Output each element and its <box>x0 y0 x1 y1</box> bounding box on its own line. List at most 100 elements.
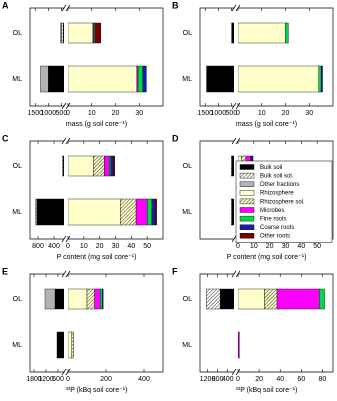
panel-label: A <box>2 0 9 10</box>
x2-tick-label: 1000 <box>41 110 57 117</box>
bar-hatch <box>206 289 221 309</box>
panel: C OL ML 800 400 0 10 20 30 40 50 P content (mg soil… <box>2 133 164 261</box>
right-bars <box>68 288 104 359</box>
x-tick-label: 30 <box>112 243 120 250</box>
bar-hatch <box>35 199 37 225</box>
legend-swatch <box>239 190 255 196</box>
legend-swatch <box>239 224 255 230</box>
bar-segment <box>238 331 240 359</box>
x2-tick-label: 1000 <box>211 110 227 117</box>
x-tick-label: 10 <box>250 243 258 250</box>
bar-segment <box>68 65 138 93</box>
legend-label: Other fractions <box>260 182 299 188</box>
x2-tick-label: 500 <box>226 110 238 117</box>
bar-hatch <box>62 156 64 176</box>
bar-hatch <box>87 289 95 309</box>
bar-hatch <box>61 23 64 43</box>
left-bars <box>206 22 234 93</box>
bar-segment <box>238 65 319 93</box>
x-tick-label: 20 <box>282 110 290 117</box>
legend-label: Rhizosphere sol. <box>260 199 305 205</box>
x-tick-label: 10 <box>258 110 266 117</box>
category-label: OL <box>13 163 22 170</box>
bar-segment <box>44 288 56 310</box>
x2-tick-label: 400 <box>48 243 60 250</box>
bar-segment <box>60 22 62 44</box>
x2-tick-label: 1800 <box>26 376 42 383</box>
bar-segment <box>206 65 234 93</box>
legend-hatch <box>240 198 254 204</box>
category-label: ML <box>182 342 192 349</box>
bar-segment <box>94 22 101 44</box>
right-bars <box>238 22 323 93</box>
x-axis-label: P content (mg soil core⁻¹) <box>227 254 307 261</box>
x-tick-label: 0 <box>66 110 70 117</box>
legend-label: Fine roots <box>260 216 287 222</box>
category-label: ML <box>12 342 22 349</box>
legend-label: Bulk soil sol. <box>260 173 294 179</box>
bar-segment <box>142 65 147 93</box>
legend-label: Other roots <box>260 234 290 240</box>
category-label: OL <box>183 30 192 37</box>
x2-tick-label: 1200 <box>38 376 54 383</box>
legend-swatch <box>239 164 255 170</box>
x2-tick-label: 800 <box>212 376 224 383</box>
panel-label: D <box>172 133 179 143</box>
category-label: ML <box>12 209 22 216</box>
bar-segment <box>36 198 64 226</box>
x-tick-label: 200 <box>100 376 112 383</box>
right-bars <box>238 288 325 359</box>
left-bars <box>230 155 234 226</box>
x-tick-label: 40 <box>297 243 305 250</box>
bar-hatch <box>93 156 105 176</box>
bar-segment <box>276 288 320 310</box>
bar-hatch <box>231 199 232 225</box>
x2-tick-label: 400 <box>222 376 234 383</box>
bar-segment <box>146 198 153 226</box>
axis-frame <box>199 273 334 373</box>
bar-segment <box>104 155 110 177</box>
legend-label: Rhizosphere <box>260 191 294 197</box>
bar-segment <box>101 288 104 310</box>
legend-swatch <box>239 207 255 213</box>
x-axis-label: mass (g soil core⁻¹) <box>236 121 297 128</box>
bar-segment <box>238 288 265 310</box>
x-tick-label: 50 <box>313 243 321 250</box>
bar-hatch <box>264 289 278 309</box>
panel: D OL ML 0 10 20 30 40 50 P content (mg soil core⁻… <box>172 133 334 261</box>
x-tick-label: 20 <box>255 376 263 383</box>
left-bars <box>35 155 64 226</box>
bar-segment <box>238 22 286 44</box>
bar-segment <box>154 198 157 226</box>
category-label: OL <box>183 296 192 303</box>
x-tick-label: 60 <box>297 376 305 383</box>
x-tick-label: 80 <box>319 376 327 383</box>
bar-hatch <box>120 199 137 225</box>
x-tick-label: 50 <box>143 243 151 250</box>
bar-segment <box>68 155 94 177</box>
legend-label: Bulk soil <box>260 165 282 171</box>
x-tick-label: 10 <box>80 243 88 250</box>
bar-segment <box>318 65 322 93</box>
x-tick-label: 30 <box>305 110 313 117</box>
left-bars <box>44 288 64 359</box>
x-tick-label: 0 <box>236 110 240 117</box>
x-tick-label: 20 <box>96 243 104 250</box>
category-label: ML <box>182 209 192 216</box>
bar-segment <box>56 331 64 359</box>
bar-segment <box>285 22 289 44</box>
bar-segment <box>135 198 148 226</box>
legend-hatch <box>240 173 254 179</box>
x-axis-label: ³³P (kBq soil core⁻¹) <box>66 387 128 394</box>
bar-segment <box>40 65 49 93</box>
category-label: ML <box>12 76 22 83</box>
x2-tick-label: 600 <box>52 376 64 383</box>
x-tick-label: 0 <box>66 376 70 383</box>
x-tick-label: 0 <box>236 243 240 250</box>
bar-segment <box>219 288 234 310</box>
x-tick-label: 10 <box>88 110 96 117</box>
panel-label: C <box>2 133 9 143</box>
